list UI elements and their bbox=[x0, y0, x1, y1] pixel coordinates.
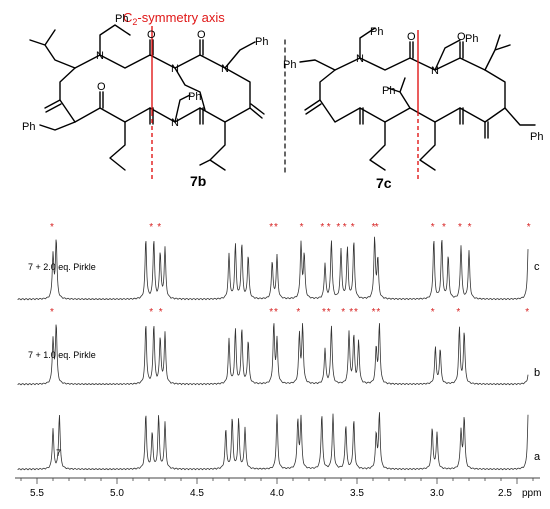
peak-marker-c-1: * bbox=[149, 222, 153, 233]
symmetry-axis-label: C2-symmetry axis bbox=[123, 10, 225, 27]
peak-marker-c-6: * bbox=[320, 222, 324, 233]
ph-label-3: Ph bbox=[22, 121, 35, 133]
peak-marker-b-9: * bbox=[349, 307, 353, 318]
peak-marker-c-15: * bbox=[458, 222, 462, 233]
peak-marker-b-15: * bbox=[525, 307, 529, 318]
n-label-4: N bbox=[171, 117, 179, 129]
peak-marker-b-0: * bbox=[50, 307, 54, 318]
peak-marker-b-4: * bbox=[274, 307, 278, 318]
peak-marker-c-4: * bbox=[274, 222, 278, 233]
peak-marker-b-1: * bbox=[149, 307, 153, 318]
trace-letter-c: c bbox=[534, 261, 540, 273]
o-label-1: O bbox=[147, 29, 156, 41]
compound-label-7c: 7c bbox=[376, 175, 392, 191]
peak-marker-b-3: * bbox=[269, 307, 273, 318]
peak-marker-c-0: * bbox=[50, 222, 54, 233]
peak-marker-b-13: * bbox=[431, 307, 435, 318]
peak-marker-c-8: * bbox=[336, 222, 340, 233]
condition-label-c: 7 + 2.0 eq. Pirkle bbox=[28, 262, 96, 272]
trace-letter-b: b bbox=[534, 367, 540, 379]
x-axis-tick-label-3: 4.5 bbox=[190, 488, 204, 499]
o-label-3: O bbox=[97, 81, 106, 93]
compound-label-7b: 7b bbox=[190, 173, 206, 189]
nmr-trace-c bbox=[17, 236, 529, 301]
peak-marker-b-6: * bbox=[322, 307, 326, 318]
ph-label-6: Ph bbox=[465, 33, 478, 45]
condition-label-b: 7 + 1.0 eq. Pirkle bbox=[28, 350, 96, 360]
peak-marker-c-10: * bbox=[351, 222, 355, 233]
peak-marker-c-9: * bbox=[343, 222, 347, 233]
x-axis-tick-label-6: 3.0 bbox=[430, 488, 444, 499]
x-axis: 5.5 5.0 4.5 4.0 3.5 3.0 2.5 ppm bbox=[15, 477, 541, 499]
ph-label-2: Ph bbox=[255, 36, 268, 48]
x-axis-tick-label-1: 5.5 bbox=[30, 488, 44, 499]
peak-marker-b-14: * bbox=[456, 307, 460, 318]
peak-marker-c-11: * bbox=[372, 222, 376, 233]
peak-marker-c-14: * bbox=[442, 222, 446, 233]
ph-label-1: Ph bbox=[115, 13, 128, 25]
peak-marker-b-10: * bbox=[354, 307, 358, 318]
peak-marker-c-16: * bbox=[468, 222, 472, 233]
peak-marker-b-7: * bbox=[327, 307, 331, 318]
peak-marker-b-12: * bbox=[376, 307, 380, 318]
peak-marker-c-17: * bbox=[527, 222, 531, 233]
atom-labels: Ph Ph Ph Ph Ph Ph Ph Ph Ph O O O O O N N… bbox=[22, 13, 543, 143]
n-label-6: N bbox=[431, 65, 439, 77]
peak-marker-c-7: * bbox=[327, 222, 331, 233]
n-label-2: N bbox=[171, 63, 179, 75]
peak-marker-b-11: * bbox=[372, 307, 376, 318]
peak-marker-b-5: * bbox=[296, 307, 300, 318]
condition-label-a: 7 bbox=[56, 448, 61, 458]
ph-label-4: Ph bbox=[188, 91, 201, 103]
n-label-5: N bbox=[356, 53, 364, 65]
x-axis-tick-label-5: 3.5 bbox=[350, 488, 364, 499]
nmr-spectra: * * * * * * * * * * * * * * * * * ** * * * * * * * * * * * * * * * bbox=[17, 222, 531, 471]
ph-label-9: Ph bbox=[370, 26, 383, 38]
peak-marker-b-8: * bbox=[341, 307, 345, 318]
structure-7b bbox=[29, 24, 265, 171]
peak-marker-c-5: * bbox=[300, 222, 304, 233]
n-label-1: N bbox=[96, 50, 104, 62]
ph-label-5: Ph bbox=[283, 59, 296, 71]
peak-marker-c-12: * bbox=[375, 222, 379, 233]
nmr-trace-b bbox=[17, 323, 529, 386]
ph-label-7: Ph bbox=[382, 85, 395, 97]
o-label-5: O bbox=[457, 31, 466, 43]
x-axis-tick-label-4: 4.0 bbox=[270, 488, 284, 499]
peak-marker-c-13: * bbox=[431, 222, 435, 233]
peak-marker-b-2: * bbox=[159, 307, 163, 318]
structure-7c bbox=[299, 27, 536, 171]
x-axis-tick-label-7: 2.5 bbox=[498, 488, 512, 499]
o-label-2: O bbox=[197, 29, 206, 41]
peak-marker-c-3: * bbox=[269, 222, 273, 233]
nmr-trace-a bbox=[17, 412, 529, 471]
n-label-3: N bbox=[221, 63, 229, 75]
structure-panel bbox=[29, 24, 536, 176]
x-axis-unit: ppm bbox=[522, 488, 541, 499]
trace-letter-a: a bbox=[534, 451, 541, 463]
peak-marker-c-2: * bbox=[157, 222, 161, 233]
o-label-4: O bbox=[407, 31, 416, 43]
ph-label-8: Ph bbox=[530, 131, 543, 143]
x-axis-tick-label-2: 5.0 bbox=[110, 488, 124, 499]
